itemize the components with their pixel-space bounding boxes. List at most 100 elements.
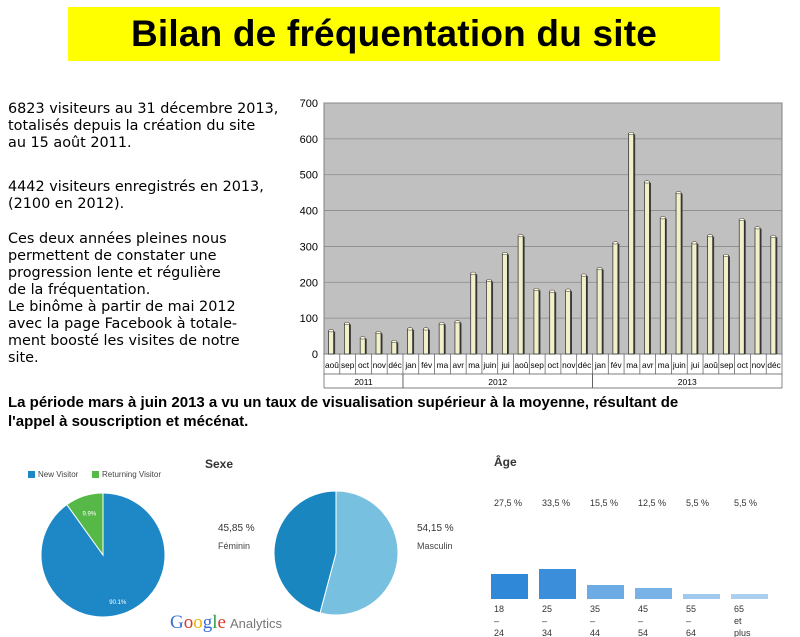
bar — [580, 274, 587, 355]
bar — [501, 253, 508, 355]
x-tick-label: déc — [767, 360, 780, 370]
pie-label: 9.9% — [82, 512, 96, 518]
x-tick-label: déc — [578, 360, 591, 370]
intro-paragraph: 6823 visiteurs au 31 décembre 2013, tota… — [8, 101, 278, 152]
y-tick-label: 700 — [300, 98, 318, 110]
x-tick-label: nov — [752, 360, 766, 370]
analysis-line: permettent de constater une — [8, 248, 217, 264]
x-tick-label: déc — [388, 360, 401, 370]
legend-returning-visitor: Returning Visitor — [92, 470, 161, 479]
bar-top — [770, 234, 777, 238]
y-tick-label: 200 — [300, 277, 318, 289]
pie-label: 90.1% — [109, 600, 127, 606]
x-tick-label: ma — [468, 360, 480, 370]
bar-top — [660, 216, 666, 220]
x-tick-label: jan — [594, 360, 606, 370]
bar-top — [344, 322, 350, 325]
bar — [612, 242, 619, 355]
year-label: 2011 — [354, 377, 373, 387]
conclusion-line: La période mars à juin 2013 a vu un taux… — [8, 394, 679, 411]
google-letter: o — [193, 612, 203, 633]
bar-top — [549, 289, 555, 293]
x-tick-label: avr — [452, 360, 464, 370]
x-tick-label: jui — [690, 360, 699, 370]
bar-top — [517, 234, 524, 238]
bar-top — [454, 320, 461, 324]
bar — [470, 272, 477, 355]
year-label: 2012 — [488, 377, 507, 387]
bar-top — [328, 329, 334, 333]
intro-line: au 15 août 2011. — [8, 135, 132, 151]
age-heading: Âge — [494, 455, 517, 469]
x-tick-label: oct — [737, 360, 749, 370]
y-tick-label: 300 — [300, 241, 318, 253]
bar-top — [486, 279, 492, 282]
bar-top — [533, 288, 540, 291]
bar-top — [691, 241, 698, 245]
legend-new-visitor: New Visitor — [28, 470, 78, 479]
age-bar — [731, 594, 768, 599]
bar — [375, 332, 382, 355]
pie-slice — [66, 492, 104, 557]
bar — [628, 133, 635, 355]
x-tick-label: ma — [626, 360, 638, 370]
masculin-percent: 54,15 % — [417, 523, 454, 534]
x-tick-label: jui — [500, 360, 509, 370]
bar — [754, 227, 761, 355]
bar-top — [470, 271, 476, 275]
bar-top — [612, 241, 619, 245]
age-percent-label: 27,5 % — [494, 498, 523, 508]
age-bar — [539, 569, 576, 599]
bar — [533, 289, 540, 355]
age-percent-label: 5,5 % — [686, 498, 710, 508]
analysis-line: Ces deux années pleines nous — [8, 231, 227, 247]
x-tick-label: avr — [642, 360, 654, 370]
bar — [738, 219, 745, 355]
google-analytics-logo: Google Analytics — [170, 612, 282, 634]
analysis-line: site. — [8, 350, 39, 366]
age-category-label: 35– 44 — [590, 604, 601, 637]
bar-top — [375, 331, 382, 334]
bar-top — [644, 180, 650, 184]
bar-top — [723, 253, 729, 257]
x-tick-label: aoû — [514, 360, 528, 370]
google-letter: o — [183, 612, 194, 633]
google-letter: l — [212, 612, 218, 633]
google-letter: g — [202, 612, 213, 633]
x-tick-label: sep — [720, 360, 734, 370]
masculin-label: Masculin — [417, 541, 453, 551]
age-percent-label: 33,5 % — [542, 498, 571, 508]
age-category-label: 65 et plus — [734, 604, 751, 637]
bar-top — [407, 327, 413, 331]
x-tick-label: aoû — [704, 360, 718, 370]
x-tick-label: aoû — [325, 360, 339, 370]
age-bar — [491, 574, 528, 599]
bar-top — [438, 322, 445, 325]
pie-slice — [273, 490, 337, 614]
analysis-line: Le binôme à partir de mai 2012 — [8, 299, 236, 315]
age-category-label: 18– 24 — [494, 604, 505, 637]
bar-top — [565, 288, 571, 292]
feminin-label: Féminin — [218, 541, 251, 551]
x-tick-label: jan — [404, 360, 416, 370]
feminin-percent: 45,85 % — [218, 523, 255, 534]
bar — [549, 290, 556, 355]
bar — [423, 328, 429, 355]
sexe-heading: Sexe — [205, 457, 234, 471]
conclusion-paragraph: La période mars à juin 2013 a vu un taux… — [8, 393, 798, 431]
y-tick-label: 100 — [300, 313, 318, 325]
age-category-label: 55– 64 — [686, 604, 697, 637]
analysis-paragraph: Ces deux années pleines nous permettent … — [8, 231, 240, 367]
bar — [770, 236, 777, 355]
bar — [723, 255, 729, 355]
age-category-label: 25– 34 — [542, 604, 553, 637]
analysis-line: avec la page Facebook à totale- — [8, 316, 238, 332]
title-banner: Bilan de fréquentation du site — [68, 7, 720, 61]
x-tick-label: ma — [437, 360, 449, 370]
bar — [691, 242, 698, 355]
bar-top — [707, 234, 713, 238]
age-percent-label: 12,5 % — [638, 498, 667, 508]
x-tick-label: ma — [658, 360, 670, 370]
legend-label: Returning Visitor — [102, 470, 161, 479]
